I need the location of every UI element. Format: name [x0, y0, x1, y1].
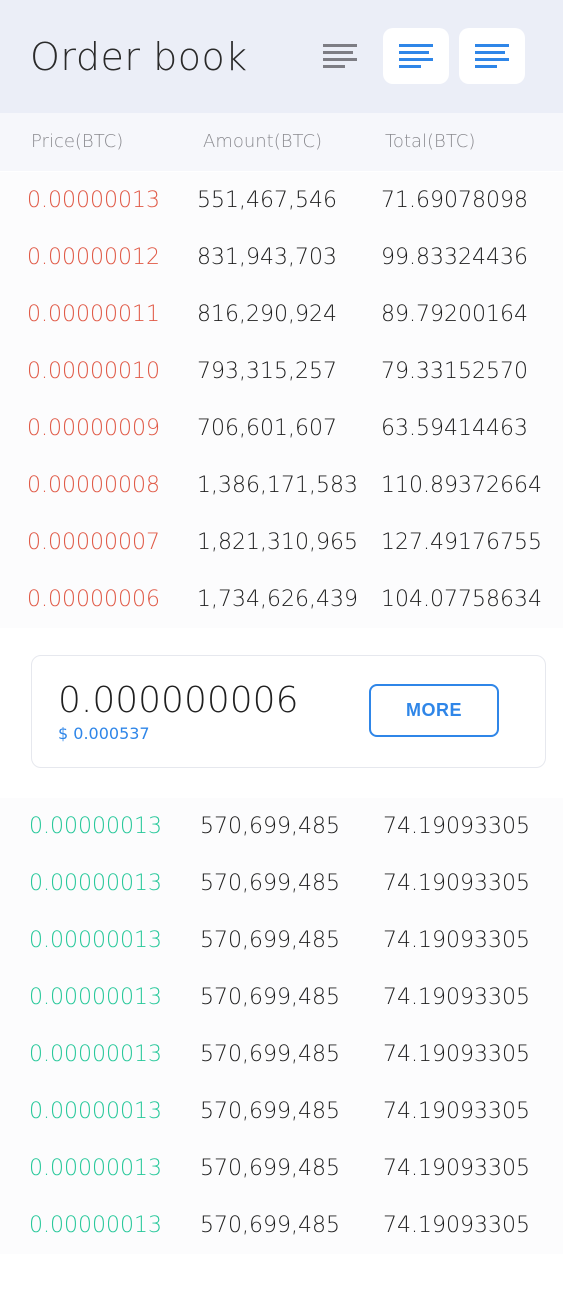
bid-price: 0.00000013 [29, 1156, 162, 1181]
bid-total: 74.19093305 [383, 814, 530, 839]
view-both-button[interactable] [307, 28, 373, 84]
bid-total: 74.19093305 [383, 1099, 530, 1124]
view-bids-button[interactable] [459, 28, 525, 84]
bid-total: 74.19093305 [383, 928, 530, 953]
mid-price-card: 0.000000006 $ 0.000537 MORE [31, 655, 546, 768]
column-headers: Price(BTC) Amount(BTC) Total(BTC) [0, 113, 563, 171]
bid-price: 0.00000013 [29, 1042, 162, 1067]
ask-price: 0.00000008 [27, 473, 160, 498]
ask-row[interactable]: 0.00000007 1,821,310,965 127.49176755 [0, 514, 563, 571]
ask-price: 0.00000006 [27, 587, 160, 612]
ask-row[interactable]: 0.00000013 551,467,546 71.69078098 [0, 172, 563, 229]
ask-amount: 1,734,626,439 [197, 587, 358, 612]
bid-row[interactable]: 0.00000013 570,699,485 74.19093305 [0, 969, 563, 1026]
bids-list: 0.00000013 570,699,485 74.19093305 0.000… [0, 798, 563, 1254]
bid-row[interactable]: 0.00000013 570,699,485 74.19093305 [0, 798, 563, 855]
ask-row[interactable]: 0.00000006 1,734,626,439 104.07758634 [0, 571, 563, 628]
amount-column-header: Amount(BTC) [203, 131, 323, 152]
bid-total: 74.19093305 [383, 1042, 530, 1067]
ask-price: 0.00000009 [27, 416, 160, 441]
bid-total: 74.19093305 [383, 1213, 530, 1238]
bid-row[interactable]: 0.00000013 570,699,485 74.19093305 [0, 1083, 563, 1140]
align-left-icon [399, 44, 433, 68]
bid-row[interactable]: 0.00000013 570,699,485 74.19093305 [0, 1140, 563, 1197]
ask-total: 110.89372664 [381, 473, 542, 498]
bid-amount: 570,699,485 [200, 985, 340, 1010]
price-column-header: Price(BTC) [31, 131, 124, 152]
bid-price: 0.00000013 [29, 1099, 162, 1124]
ask-row[interactable]: 0.00000012 831,943,703 99.83324436 [0, 229, 563, 286]
bid-amount: 570,699,485 [200, 1156, 340, 1181]
bid-total: 74.19093305 [383, 1156, 530, 1181]
ask-price: 0.00000007 [27, 530, 160, 555]
ask-total: 79.33152570 [381, 359, 528, 384]
bid-amount: 570,699,485 [200, 1042, 340, 1067]
ask-price: 0.00000011 [27, 302, 160, 327]
ask-amount: 1,386,171,583 [197, 473, 358, 498]
bid-total: 74.19093305 [383, 985, 530, 1010]
ask-total: 99.83324436 [381, 245, 528, 270]
ask-row[interactable]: 0.00000009 706,601,607 63.59414463 [0, 400, 563, 457]
ask-amount: 831,943,703 [197, 245, 337, 270]
bid-row[interactable]: 0.00000013 570,699,485 74.19093305 [0, 1197, 563, 1254]
last-price: 0.000000006 [58, 680, 299, 721]
ask-total: 104.07758634 [381, 587, 542, 612]
ask-amount: 551,467,546 [197, 188, 337, 213]
ask-price: 0.00000010 [27, 359, 160, 384]
bid-price: 0.00000013 [29, 1213, 162, 1238]
ask-total: 89.79200164 [381, 302, 528, 327]
bid-amount: 570,699,485 [200, 814, 340, 839]
bid-amount: 570,699,485 [200, 928, 340, 953]
bid-row[interactable]: 0.00000013 570,699,485 74.19093305 [0, 912, 563, 969]
ask-price: 0.00000012 [27, 245, 160, 270]
ask-amount: 1,821,310,965 [197, 530, 358, 555]
ask-amount: 816,290,924 [197, 302, 337, 327]
bid-amount: 570,699,485 [200, 1099, 340, 1124]
ask-total: 71.69078098 [381, 188, 528, 213]
ask-row[interactable]: 0.00000008 1,386,171,583 110.89372664 [0, 457, 563, 514]
ask-row[interactable]: 0.00000011 816,290,924 89.79200164 [0, 286, 563, 343]
ask-amount: 793,315,257 [197, 359, 337, 384]
bid-row[interactable]: 0.00000013 570,699,485 74.19093305 [0, 855, 563, 912]
bid-amount: 570,699,485 [200, 1213, 340, 1238]
bid-amount: 570,699,485 [200, 871, 340, 896]
page-title: Order book [30, 35, 248, 79]
bid-price: 0.00000013 [29, 871, 162, 896]
bid-row[interactable]: 0.00000013 570,699,485 74.19093305 [0, 1026, 563, 1083]
header-bar: Order book [0, 0, 563, 113]
bid-total: 74.19093305 [383, 871, 530, 896]
more-button[interactable]: MORE [369, 684, 499, 737]
ask-total: 127.49176755 [381, 530, 542, 555]
ask-row[interactable]: 0.00000010 793,315,257 79.33152570 [0, 343, 563, 400]
ask-price: 0.00000013 [27, 188, 160, 213]
last-price-usd: $ 0.000537 [58, 724, 150, 743]
ask-total: 63.59414463 [381, 416, 528, 441]
ask-amount: 706,601,607 [197, 416, 337, 441]
view-asks-button[interactable] [383, 28, 449, 84]
bid-price: 0.00000013 [29, 814, 162, 839]
align-left-icon [475, 44, 509, 68]
bid-price: 0.00000013 [29, 928, 162, 953]
asks-list: 0.00000013 551,467,546 71.69078098 0.000… [0, 172, 563, 628]
bid-price: 0.00000013 [29, 985, 162, 1010]
total-column-header: Total(BTC) [385, 131, 476, 152]
align-left-icon [323, 44, 357, 68]
